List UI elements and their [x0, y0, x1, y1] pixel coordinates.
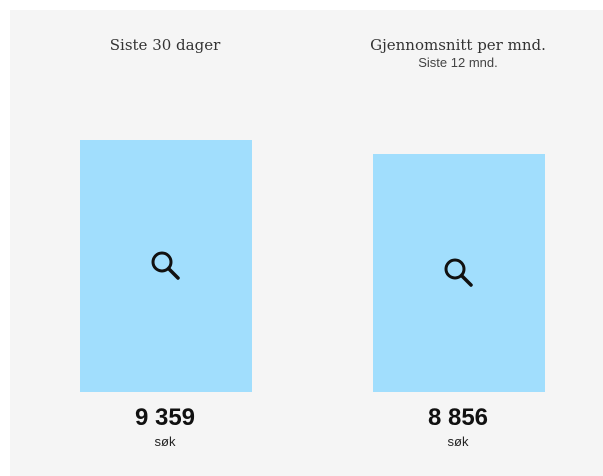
- bar: [80, 140, 252, 392]
- chart-panel: Siste 30 dager 9 359 søk Gjennomsnitt pe…: [10, 10, 603, 476]
- bar: [373, 154, 545, 392]
- category-label: Siste 30 dager: [109, 36, 221, 54]
- bar-value-label: 9 359: [134, 404, 196, 431]
- category-label: Gjennomsnitt per mnd.: [370, 36, 546, 54]
- category-sublabel: Siste 12 mnd.: [418, 55, 498, 70]
- bar-column-monthly-average: Gjennomsnitt per mnd. Siste 12 mnd. 8 85…: [328, 10, 588, 476]
- search-icon: [151, 251, 180, 280]
- search-icon: [444, 258, 473, 287]
- bar-unit-label: søk: [447, 434, 469, 449]
- bar-column-last-30-days: Siste 30 dager 9 359 søk: [35, 10, 295, 476]
- bar-value-label: 8 856: [427, 404, 489, 431]
- bar-unit-label: søk: [154, 434, 176, 449]
